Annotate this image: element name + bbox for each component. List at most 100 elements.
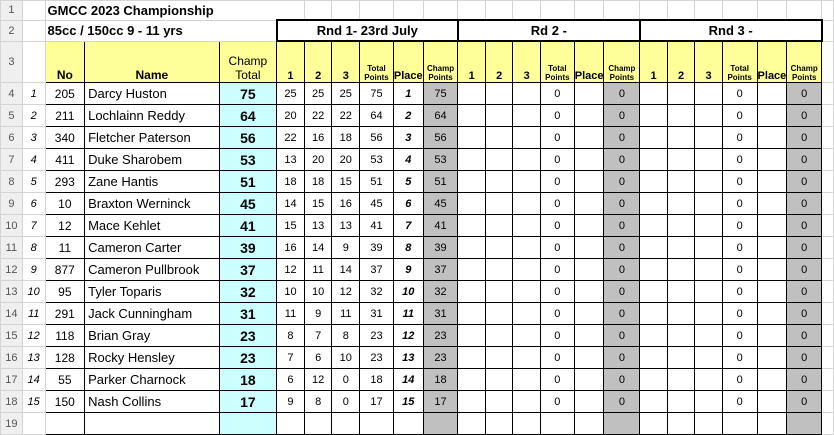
rider-number-cell[interactable]: 12: [44, 214, 86, 237]
heat-2-cell[interactable]: 13: [303, 214, 333, 237]
header-place[interactable]: Place: [392, 40, 424, 83]
total-points-cell[interactable]: 41: [359, 214, 394, 237]
champ-points-cell[interactable]: 0: [786, 302, 823, 325]
total-points-cell[interactable]: 45: [359, 192, 394, 215]
total-points-cell[interactable]: 0: [539, 192, 575, 215]
heat-3-cell[interactable]: [512, 390, 541, 413]
heat-3-cell[interactable]: 20: [331, 148, 361, 171]
total-points-cell[interactable]: 0: [539, 346, 575, 369]
header-heat-2[interactable]: 2: [484, 40, 514, 83]
place-cell[interactable]: 9: [392, 258, 424, 281]
heat-1-cell[interactable]: 18: [276, 170, 305, 193]
place-cell[interactable]: [756, 104, 788, 127]
total-points-cell[interactable]: 0: [539, 126, 575, 149]
total-points-cell[interactable]: 0: [539, 236, 575, 259]
heat-2-cell[interactable]: [666, 324, 696, 347]
cell[interactable]: [721, 0, 758, 21]
row-header[interactable]: 3: [0, 40, 23, 83]
rank-cell[interactable]: 15: [21, 390, 46, 413]
place-cell[interactable]: 13: [392, 346, 424, 369]
heat-2-cell[interactable]: [666, 126, 696, 149]
cell[interactable]: [457, 0, 486, 21]
heat-2-cell[interactable]: [484, 302, 514, 325]
cell[interactable]: [21, 19, 46, 42]
heat-1-cell[interactable]: [639, 82, 668, 105]
cell[interactable]: [821, 148, 834, 171]
cell[interactable]: [21, 0, 46, 21]
heat-3-cell[interactable]: 22: [331, 104, 361, 127]
row-header[interactable]: 16: [0, 346, 23, 369]
heat-2-cell[interactable]: [666, 82, 696, 105]
heat-3-cell[interactable]: [694, 236, 723, 259]
heat-3-cell[interactable]: 0: [331, 368, 361, 391]
cell[interactable]: [303, 0, 333, 21]
cell[interactable]: [821, 280, 834, 303]
heat-2-cell[interactable]: 11: [303, 258, 333, 281]
champ-points-cell[interactable]: 0: [786, 368, 823, 391]
heat-1-cell[interactable]: 9: [276, 390, 305, 413]
total-points-cell[interactable]: 0: [721, 192, 758, 215]
champ-points-cell[interactable]: 0: [786, 148, 823, 171]
cell[interactable]: [821, 214, 834, 237]
heat-1-cell[interactable]: [639, 148, 668, 171]
rider-number-cell[interactable]: 11: [44, 236, 86, 259]
header-heat-3[interactable]: 3: [331, 40, 361, 83]
total-points-cell[interactable]: 0: [721, 148, 758, 171]
champ-points-cell[interactable]: 0: [786, 324, 823, 347]
cell[interactable]: [821, 236, 834, 259]
rider-name-cell[interactable]: Braxton Werninck: [84, 192, 220, 215]
heat-3-cell[interactable]: [694, 192, 723, 215]
heat-1-cell[interactable]: [457, 258, 486, 281]
total-points-cell[interactable]: 17: [359, 390, 394, 413]
row-header[interactable]: 11: [0, 236, 23, 259]
champ-points-cell[interactable]: 0: [603, 368, 641, 391]
heat-3-cell[interactable]: 9: [331, 236, 361, 259]
heat-3-cell[interactable]: 8: [331, 324, 361, 347]
champ-points-cell[interactable]: 39: [422, 236, 459, 259]
heat-3-cell[interactable]: 11: [331, 302, 361, 325]
header-total-points[interactable]: Total Points: [539, 40, 575, 83]
place-cell[interactable]: [573, 148, 605, 171]
rank-cell[interactable]: 3: [21, 126, 46, 149]
champ-total-cell[interactable]: 32: [218, 280, 278, 303]
rider-number-cell[interactable]: 291: [44, 302, 86, 325]
cell[interactable]: [694, 0, 723, 21]
heat-2-cell[interactable]: 9: [303, 302, 333, 325]
heat-2-cell[interactable]: 20: [303, 148, 333, 171]
champ-points-cell[interactable]: 0: [603, 82, 641, 105]
place-cell[interactable]: [756, 170, 788, 193]
place-cell[interactable]: [756, 302, 788, 325]
champ-points-cell[interactable]: 23: [422, 324, 459, 347]
champ-points-cell[interactable]: 75: [422, 82, 459, 105]
total-points-cell[interactable]: 18: [359, 368, 394, 391]
heat-1-cell[interactable]: 6: [276, 368, 305, 391]
heat-1-cell[interactable]: [639, 214, 668, 237]
total-points-cell[interactable]: 0: [539, 258, 575, 281]
row-header[interactable]: 7: [0, 148, 23, 171]
heat-2-cell[interactable]: 16: [303, 126, 333, 149]
heat-3-cell[interactable]: [512, 324, 541, 347]
place-cell[interactable]: [573, 126, 605, 149]
rank-cell[interactable]: 7: [21, 214, 46, 237]
cell[interactable]: [539, 0, 575, 21]
place-cell[interactable]: 15: [392, 390, 424, 413]
cell[interactable]: [786, 0, 823, 21]
rider-name-cell[interactable]: Duke Sharobem: [84, 148, 220, 171]
heat-3-cell[interactable]: [694, 346, 723, 369]
header-champ-points[interactable]: Champ Points: [603, 40, 641, 83]
rider-name-cell[interactable]: Parker Charnock: [84, 368, 220, 391]
place-cell[interactable]: [573, 346, 605, 369]
heat-3-cell[interactable]: [694, 214, 723, 237]
place-cell[interactable]: [756, 214, 788, 237]
rider-name-cell[interactable]: Darcy Huston: [84, 82, 220, 105]
header-name[interactable]: Name: [84, 40, 220, 83]
rider-name-cell[interactable]: Brian Gray: [84, 324, 220, 347]
champ-points-cell[interactable]: 23: [422, 346, 459, 369]
cell[interactable]: [821, 40, 834, 83]
champ-points-cell[interactable]: 0: [603, 390, 641, 413]
header-heat-2[interactable]: 2: [666, 40, 696, 83]
heat-1-cell[interactable]: [457, 214, 486, 237]
rider-number-cell[interactable]: 55: [44, 368, 86, 391]
heat-1-cell[interactable]: [639, 258, 668, 281]
champ-points-cell[interactable]: 0: [786, 258, 823, 281]
